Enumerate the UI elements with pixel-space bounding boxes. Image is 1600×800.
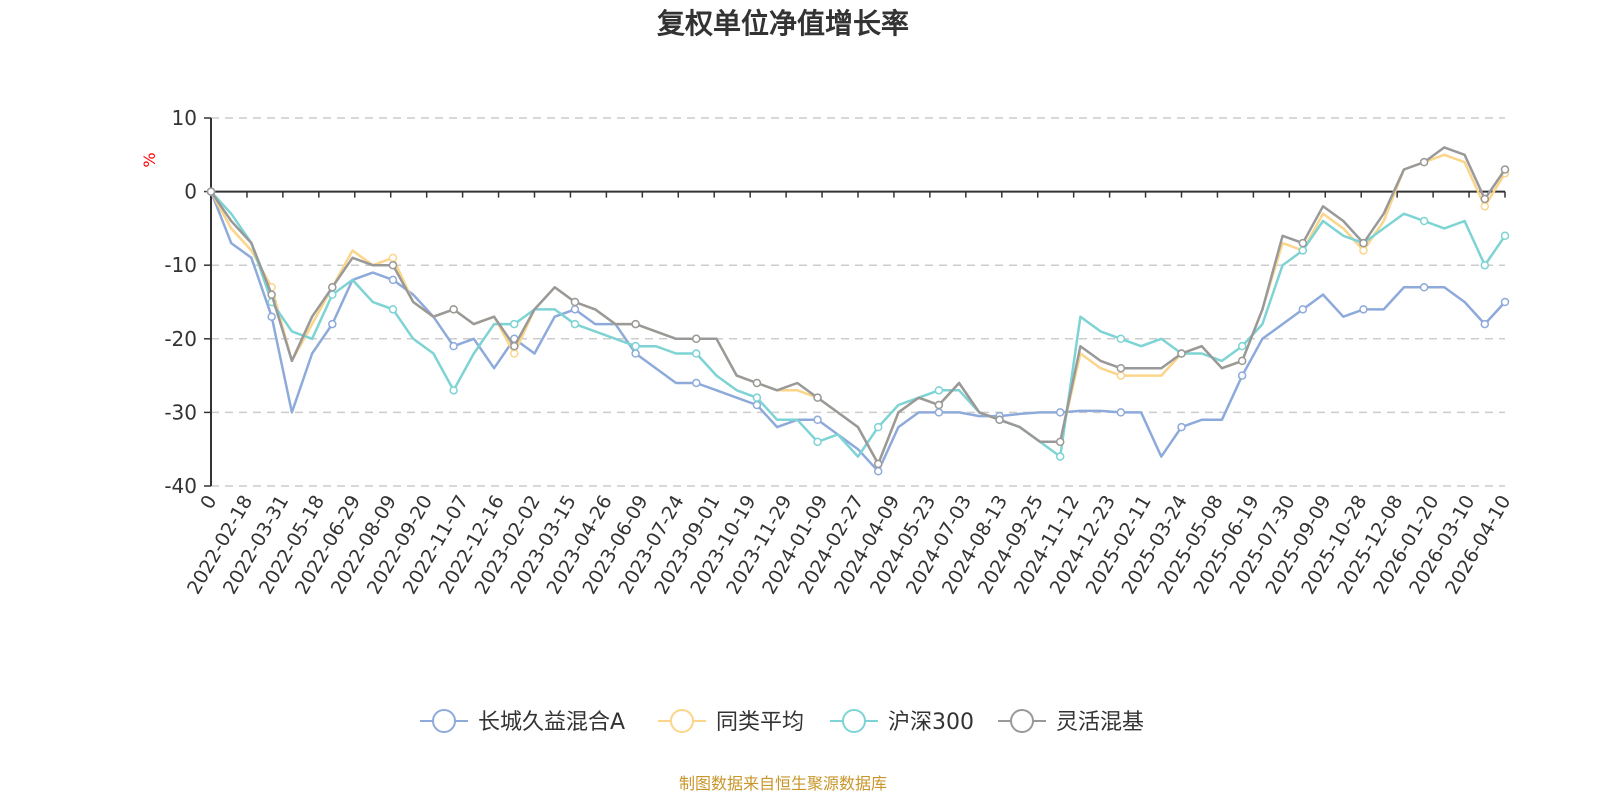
series-line-0 bbox=[209, 191, 1506, 473]
legend-label-1: 同类平均 bbox=[716, 710, 804, 735]
series-3-point-48 bbox=[1177, 349, 1186, 358]
series-3-point-54 bbox=[1298, 238, 1308, 248]
series-0-point-45 bbox=[1116, 408, 1126, 417]
series-2-point-27 bbox=[752, 393, 762, 402]
legend-marker-1 bbox=[670, 709, 694, 733]
series-2-point-9 bbox=[388, 305, 398, 314]
series-0-point-54 bbox=[1298, 305, 1308, 314]
series-2-point-60 bbox=[1419, 216, 1429, 226]
series-3-point-57 bbox=[1359, 238, 1368, 248]
grid-lines bbox=[211, 117, 1505, 487]
legend: 长城久益混合A 同类平均 沪深300 灵活混基 bbox=[420, 709, 1144, 735]
series-line-1 bbox=[209, 153, 1507, 466]
series-2-point-15 bbox=[510, 319, 519, 329]
series-0-point-27 bbox=[752, 400, 762, 410]
series-3-point-18 bbox=[570, 297, 580, 307]
series-3-point-12 bbox=[449, 305, 458, 314]
series-3-point-24 bbox=[692, 334, 701, 344]
y-tick-label-0: 10 bbox=[172, 106, 197, 130]
legend-marker-0 bbox=[432, 709, 456, 733]
series-2-point-45 bbox=[1116, 334, 1126, 344]
series-2-point-33 bbox=[873, 422, 883, 432]
series-3-point-39 bbox=[995, 415, 1004, 425]
series-line-2 bbox=[210, 190, 1507, 458]
series-0-point-42 bbox=[1055, 408, 1065, 417]
series-0-point-9 bbox=[388, 275, 398, 285]
series-0-point-3 bbox=[267, 312, 276, 321]
series-0-point-6 bbox=[328, 319, 337, 329]
legend-marker-3 bbox=[1010, 709, 1034, 733]
series-1-point-57 bbox=[1359, 246, 1368, 255]
series-0-point-51 bbox=[1237, 371, 1247, 380]
legend-marker-2 bbox=[842, 709, 866, 733]
series-0-point-48 bbox=[1177, 422, 1186, 432]
series-0-point-24 bbox=[692, 378, 701, 388]
series-3-point-0 bbox=[206, 187, 216, 196]
legend-label-0: 长城久益混合A bbox=[478, 710, 625, 735]
series-2-point-64 bbox=[1500, 231, 1510, 241]
series-2-point-12 bbox=[449, 386, 458, 395]
series-1-point-15 bbox=[510, 349, 519, 358]
series-3-point-30 bbox=[813, 393, 822, 402]
series-2-point-21 bbox=[631, 341, 640, 351]
series-0-point-57 bbox=[1359, 305, 1368, 314]
series-3-point-15 bbox=[510, 341, 519, 351]
series-2-point-18 bbox=[570, 319, 580, 329]
series-3-point-51 bbox=[1237, 356, 1247, 366]
y-tick-label-2: -10 bbox=[164, 253, 197, 277]
series-1-point-45 bbox=[1116, 371, 1126, 380]
chart-title: 复权单位净值增长率 bbox=[657, 7, 909, 40]
series-3-point-21 bbox=[631, 319, 640, 329]
series-0-point-64 bbox=[1500, 297, 1510, 307]
series-2-point-30 bbox=[813, 437, 822, 447]
series-lines bbox=[206, 146, 1510, 476]
series-3-point-45 bbox=[1116, 363, 1126, 373]
series-0-point-18 bbox=[570, 305, 580, 314]
y-tick-label-1: 0 bbox=[184, 180, 197, 204]
legend-item-0[interactable]: 长城久益混合A bbox=[420, 709, 625, 735]
y-tick-label-4: -30 bbox=[164, 400, 197, 424]
series-0-point-21 bbox=[631, 349, 640, 358]
series-3-point-27 bbox=[752, 378, 762, 388]
axes: 100-10-20-30-4002022-02-182022-03-312022… bbox=[164, 106, 1515, 598]
series-line-3 bbox=[209, 146, 1507, 466]
series-3-point-63 bbox=[1480, 194, 1490, 204]
source-note: 制图数据来自恒生聚源数据库 bbox=[679, 774, 887, 793]
x-tick-label-0: 0 bbox=[196, 492, 221, 513]
y-tick-label-5: -40 bbox=[164, 474, 197, 498]
legend-item-3[interactable]: 灵活混基 bbox=[998, 709, 1144, 735]
series-3-point-64 bbox=[1500, 165, 1510, 174]
series-3-point-6 bbox=[328, 283, 337, 292]
series-3-point-60 bbox=[1419, 157, 1429, 167]
series-3-point-9 bbox=[388, 260, 398, 270]
series-3-point-33 bbox=[873, 459, 883, 469]
series-2-point-42 bbox=[1055, 452, 1065, 461]
series-0-point-63 bbox=[1480, 319, 1490, 329]
legend-item-2[interactable]: 沪深300 bbox=[830, 709, 974, 735]
series-2-point-54 bbox=[1298, 246, 1308, 255]
legend-label-3: 灵活混基 bbox=[1056, 710, 1144, 735]
series-0-point-36 bbox=[934, 408, 944, 417]
series-3-point-3 bbox=[267, 290, 276, 299]
series-1-point-63 bbox=[1480, 202, 1490, 211]
series-2-point-36 bbox=[934, 386, 944, 395]
series-2-point-24 bbox=[692, 349, 701, 358]
legend-item-1[interactable]: 同类平均 bbox=[658, 709, 804, 735]
series-0-point-60 bbox=[1419, 283, 1429, 292]
series-1-point-9 bbox=[388, 253, 398, 263]
series-0-point-30 bbox=[813, 415, 822, 425]
legend-label-2: 沪深300 bbox=[888, 710, 974, 735]
y-unit-label: % bbox=[140, 152, 159, 167]
series-2-point-63 bbox=[1480, 260, 1490, 270]
series-3-point-36 bbox=[934, 400, 944, 410]
series-3-point-42 bbox=[1055, 437, 1065, 447]
series-0-point-12 bbox=[449, 341, 458, 351]
series-0-point-33 bbox=[873, 467, 883, 476]
y-tick-label-3: -20 bbox=[164, 327, 197, 351]
series-2-point-51 bbox=[1237, 341, 1247, 351]
